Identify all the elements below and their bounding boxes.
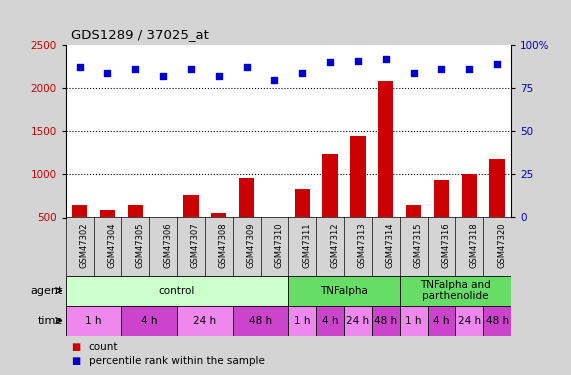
Text: GSM47305: GSM47305 [135,222,144,268]
Bar [267,219,282,261]
Bar [400,306,428,336]
Point [75,64,84,70]
Bar [428,306,456,336]
Text: GSM47318: GSM47318 [469,222,478,268]
Text: ■: ■ [71,342,81,352]
Bar [434,180,449,261]
Text: GSM47313: GSM47313 [358,222,367,268]
Text: 48 h: 48 h [374,316,397,326]
Bar [122,306,177,336]
Bar [295,189,310,261]
Text: 1 h: 1 h [85,316,102,326]
Bar [66,306,122,336]
Text: percentile rank within the sample: percentile rank within the sample [89,356,264,366]
Text: control: control [159,286,195,296]
Text: 48 h: 48 h [485,316,509,326]
Bar [177,306,233,336]
Text: 48 h: 48 h [249,316,272,326]
Text: 24 h: 24 h [194,316,216,326]
Text: GSM47309: GSM47309 [247,222,256,268]
Point [381,56,391,62]
Point [353,57,363,63]
Bar [372,306,400,336]
Point [409,70,418,76]
Text: TNFalpha and
parthenolide: TNFalpha and parthenolide [420,280,490,302]
Bar [288,306,316,336]
Text: 4 h: 4 h [433,316,450,326]
Point [270,76,279,82]
Point [325,59,335,65]
Bar [155,217,171,261]
Bar [127,204,143,261]
Point [131,66,140,72]
Text: count: count [89,342,118,352]
Text: GSM47314: GSM47314 [386,222,395,268]
Text: GDS1289 / 37025_at: GDS1289 / 37025_at [71,28,209,41]
Text: 1 h: 1 h [294,316,311,326]
Text: 24 h: 24 h [347,316,369,326]
Text: GSM47316: GSM47316 [441,222,451,268]
Text: ■: ■ [71,356,81,366]
Point [297,70,307,76]
Bar [350,136,365,261]
Bar [456,306,483,336]
Text: TNFalpha: TNFalpha [320,286,368,296]
Text: agent: agent [30,286,63,296]
Point [186,66,195,72]
Bar [316,306,344,336]
Bar [461,174,477,261]
Text: time: time [38,316,63,326]
Point [103,70,112,76]
Bar [211,213,227,261]
Text: 4 h: 4 h [322,316,339,326]
Bar [323,154,338,261]
Bar [378,81,393,261]
Text: GSM47307: GSM47307 [191,222,200,268]
Text: GSM47311: GSM47311 [302,222,311,268]
Bar [72,204,87,261]
Text: GSM47306: GSM47306 [163,222,172,268]
Bar [183,195,199,261]
Text: 1 h: 1 h [405,316,422,326]
Point [437,66,446,72]
Text: 4 h: 4 h [141,316,158,326]
Point [242,64,251,70]
Bar [406,204,421,261]
Text: GSM47308: GSM47308 [219,222,228,268]
Point [214,73,223,79]
Bar [233,306,288,336]
Text: GSM47310: GSM47310 [275,222,283,268]
Point [159,73,168,79]
Point [493,61,502,67]
Bar [239,178,254,261]
Bar [489,159,505,261]
Bar [483,306,511,336]
Text: GSM47304: GSM47304 [107,222,116,268]
Text: GSM47302: GSM47302 [79,222,89,268]
Bar [344,306,372,336]
Text: GSM47312: GSM47312 [330,222,339,268]
Text: 24 h: 24 h [458,316,481,326]
Bar [66,276,288,306]
Text: GSM47315: GSM47315 [413,222,423,268]
Bar [288,276,400,306]
Bar [100,210,115,261]
Bar [400,276,511,306]
Text: GSM47320: GSM47320 [497,222,506,268]
Point [465,66,474,72]
